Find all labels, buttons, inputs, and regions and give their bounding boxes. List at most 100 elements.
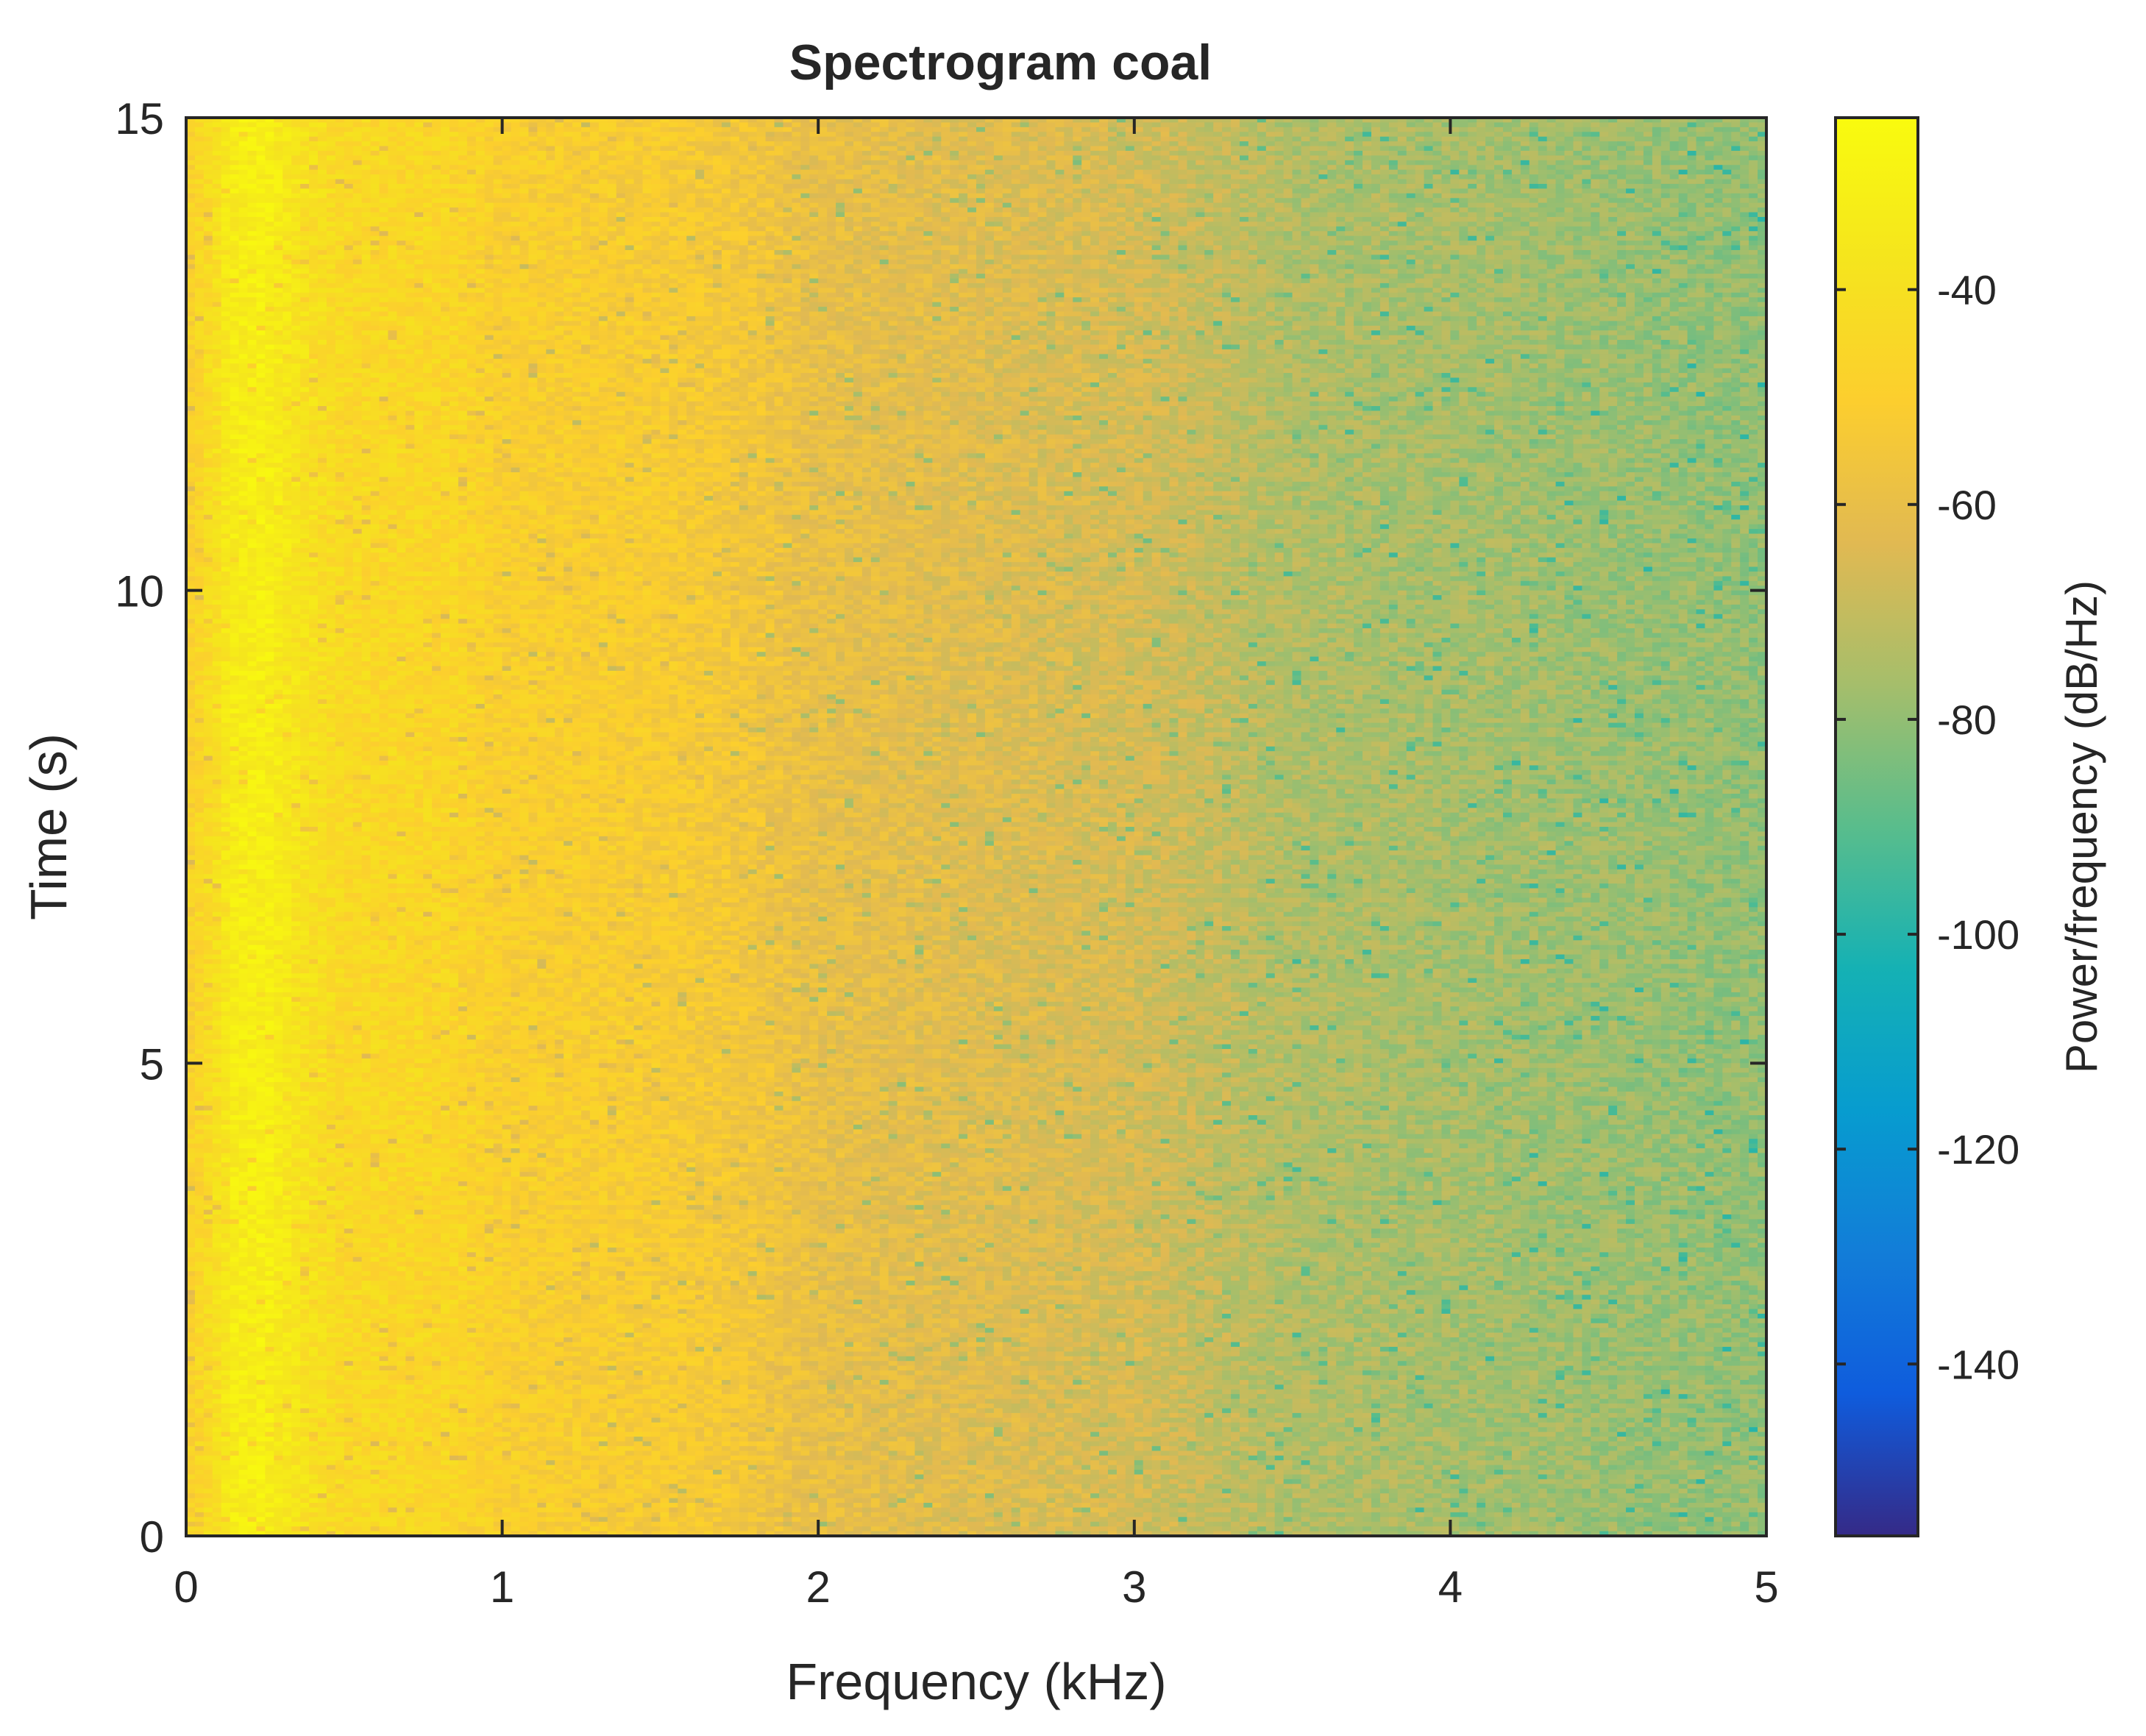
heatmap-cell <box>239 1016 249 1021</box>
heatmap-cell <box>265 198 274 203</box>
heatmap-cell <box>248 283 257 288</box>
heatmap-cell <box>204 435 213 440</box>
heatmap-cell <box>213 363 222 369</box>
heatmap-cell <box>230 817 240 822</box>
heatmap-cell <box>213 359 222 364</box>
heatmap-cell <box>221 1404 231 1409</box>
heatmap-cell <box>213 1356 222 1362</box>
heatmap-cell <box>213 396 222 402</box>
heatmap-cell <box>248 737 257 742</box>
heatmap-cell <box>213 879 222 884</box>
heatmap-cell <box>248 619 257 624</box>
heatmap-cell <box>195 369 205 374</box>
heatmap-cell <box>230 288 240 293</box>
heatmap-cell <box>239 964 249 969</box>
heatmap-cell <box>221 1517 231 1522</box>
heatmap-cell <box>213 165 222 170</box>
heatmap-cell <box>265 127 274 132</box>
heatmap-cell <box>239 1281 249 1286</box>
heatmap-cell <box>221 141 231 146</box>
heatmap-cell <box>221 1342 231 1348</box>
heatmap-cell <box>230 1096 240 1101</box>
heatmap-cell <box>213 1432 222 1437</box>
heatmap-cell <box>239 864 249 869</box>
heatmap-cell <box>239 666 249 671</box>
heatmap-cell <box>204 803 213 808</box>
heatmap-cell <box>195 188 205 193</box>
heatmap-cell <box>204 1053 213 1059</box>
heatmap-cell <box>230 671 240 676</box>
heatmap-cell <box>248 1086 257 1092</box>
heatmap-cell <box>248 279 257 284</box>
heatmap-cell <box>239 453 249 458</box>
heatmap-cell <box>204 1020 213 1025</box>
heatmap-cell <box>230 1059 240 1064</box>
heatmap-cell <box>239 1342 249 1348</box>
heatmap-cell <box>248 1512 257 1518</box>
heatmap-cell <box>239 369 249 374</box>
heatmap-cell <box>256 1092 266 1097</box>
heatmap-cell <box>239 534 249 539</box>
heatmap-cell <box>230 992 240 997</box>
heatmap-cell <box>256 1006 266 1011</box>
heatmap-cell <box>213 1427 222 1432</box>
heatmap-cell <box>221 363 231 369</box>
heatmap-cell <box>230 1181 240 1187</box>
heatmap-cell <box>221 945 231 950</box>
heatmap-cell <box>230 1526 240 1532</box>
heatmap-cell <box>204 1356 213 1362</box>
heatmap-cell <box>230 548 240 553</box>
heatmap-cell <box>248 241 257 246</box>
heatmap-cell <box>221 217 231 222</box>
heatmap-cell <box>213 1045 222 1050</box>
heatmap-cell <box>221 978 231 983</box>
heatmap-cell <box>195 1456 205 1461</box>
heatmap-cell <box>239 1086 249 1092</box>
heatmap-cell <box>195 293 205 298</box>
heatmap-cell <box>230 1129 240 1134</box>
heatmap-cell <box>239 955 249 960</box>
heatmap-cell <box>265 363 274 369</box>
heatmap-cell <box>195 1129 205 1134</box>
heatmap-cell <box>213 1276 222 1281</box>
heatmap-cell <box>213 671 222 676</box>
heatmap-cell <box>204 1045 213 1050</box>
heatmap-cell <box>248 311 257 316</box>
heatmap-cell <box>221 1243 231 1248</box>
heatmap-cell <box>221 808 231 813</box>
heatmap-cell <box>195 1072 205 1078</box>
heatmap-cell <box>195 756 205 761</box>
heatmap-cell <box>230 917 240 922</box>
heatmap-cell <box>195 179 205 185</box>
heatmap-cell <box>195 1210 205 1215</box>
heatmap-cell <box>221 146 231 152</box>
heatmap-cell <box>230 1517 240 1522</box>
heatmap-cell <box>204 246 213 251</box>
heatmap-cell <box>256 402 266 407</box>
heatmap-cell <box>213 439 222 444</box>
heatmap-cell <box>221 1030 231 1035</box>
heatmap-cell <box>239 293 249 298</box>
heatmap-cell <box>256 889 266 894</box>
heatmap-cell <box>204 770 213 775</box>
heatmap-cell <box>204 798 213 803</box>
heatmap-cell <box>239 410 249 416</box>
heatmap-cell <box>239 1172 249 1177</box>
heatmap-cell <box>195 936 205 941</box>
heatmap-cell <box>195 1493 205 1498</box>
heatmap-cell <box>239 784 249 789</box>
heatmap-cell <box>195 146 205 152</box>
heatmap-cell <box>230 160 240 166</box>
heatmap-cell <box>256 250 266 255</box>
heatmap-cell <box>213 1167 222 1173</box>
heatmap-cell <box>230 1470 240 1475</box>
heatmap-cell <box>204 1394 213 1399</box>
heatmap-cell <box>256 1271 266 1276</box>
heatmap-cell <box>195 714 205 719</box>
heatmap-cell <box>221 1375 231 1380</box>
heatmap-cell <box>230 468 240 473</box>
heatmap-cell <box>256 1210 266 1215</box>
heatmap-cell <box>204 728 213 733</box>
heatmap-cell <box>204 227 213 232</box>
heatmap-cell <box>195 444 205 449</box>
